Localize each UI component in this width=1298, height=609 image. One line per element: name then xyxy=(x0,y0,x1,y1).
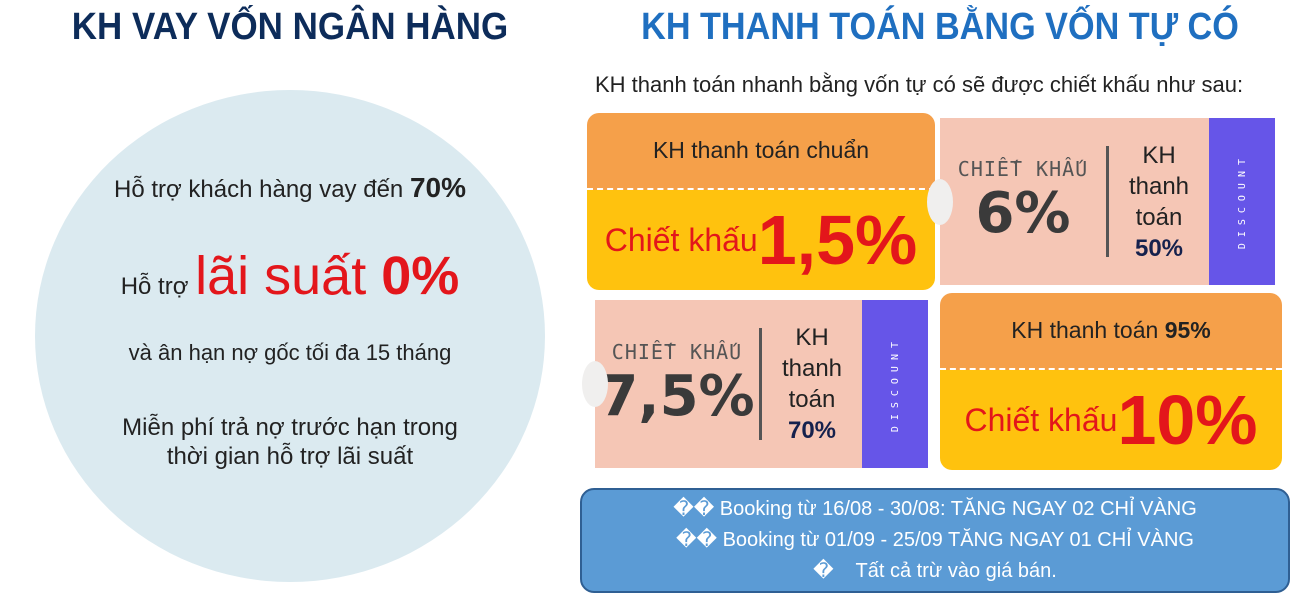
ticket-95: KH thanh toán 95% Chiết khấu 10% xyxy=(940,293,1282,470)
ticket-50: CHIẾT KHẤU 6% KH thanh toán 50% DISCOUNT xyxy=(927,118,1275,285)
discount-strip: DISCOUNT xyxy=(862,300,928,468)
ticket-standard: KH thanh toán chuẩn Chiết khấu 1,5% xyxy=(587,113,935,290)
promo-line: �� Booking từ 16/08 - 30/08: TĂNG NGAY 0… xyxy=(673,498,1197,520)
discount-strip: DISCOUNT xyxy=(1209,118,1275,285)
promo-box: �� Booking từ 16/08 - 30/08: TĂNG NGAY 0… xyxy=(580,488,1290,593)
loan-support-line: Hỗ trợ khách hàng vay đến 70% xyxy=(114,172,466,203)
grace-period-line: và ân hạn nợ gốc tối đa 15 tháng xyxy=(128,340,452,365)
ticket-70: CHIẾT KHẤU 7,5% KH thanh toán 70% DISCOUNT xyxy=(582,300,928,468)
promo-line: �� Booking từ 01/09 - 25/09 TĂNG NGAY 01… xyxy=(676,529,1194,551)
prepay-line-1: Miễn phí trả nợ trước hạn trong xyxy=(122,414,458,441)
promo-line: � Tất cả trừ vào giá bán. xyxy=(813,560,1057,582)
interest-support-line: Hỗ trợ lãi suất 0% xyxy=(120,246,460,306)
bank-loan-title: KH VAY VỐN NGÂN HÀNG xyxy=(71,6,509,48)
self-pay-title: KH THANH TOÁN BẰNG VỐN TỰ CÓ xyxy=(641,6,1239,48)
self-pay-subtitle: KH thanh toán nhanh bằng vốn tự có sẽ đư… xyxy=(595,72,1244,97)
prepay-line-2: thời gian hỗ trợ lãi suất xyxy=(166,443,414,470)
loan-circle xyxy=(35,90,545,582)
